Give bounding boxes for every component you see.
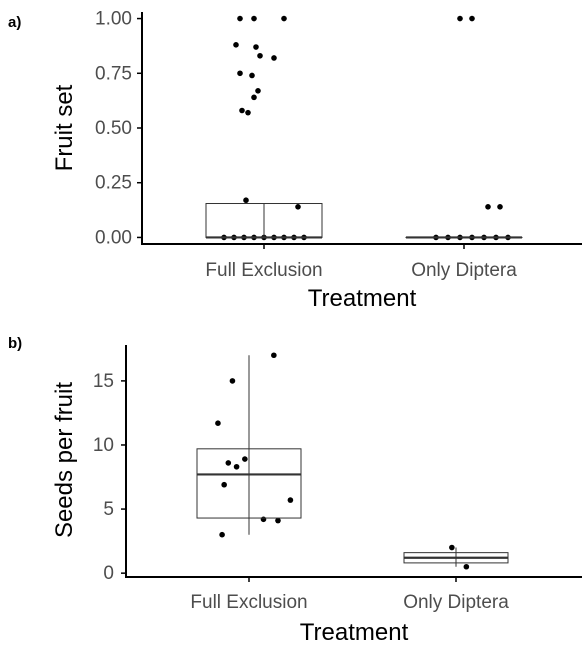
panel-a-points: [221, 16, 511, 240]
panel-a-y-ticks: 0.00 0.25 0.50 0.75 1.00: [95, 9, 142, 249]
data-point: [249, 73, 255, 79]
data-point: [245, 110, 251, 116]
x-tick-label: Only Diptera: [411, 260, 517, 281]
data-point: [239, 108, 245, 114]
y-tick-label: 0.50: [95, 118, 132, 139]
panel-b-points: [215, 352, 469, 569]
data-point: [226, 460, 232, 466]
panel-a-label: a): [8, 14, 21, 31]
y-tick-label: 0.25: [95, 173, 132, 194]
y-tick-label: 15: [93, 371, 114, 392]
y-tick-label: 10: [93, 435, 114, 456]
data-point: [233, 42, 239, 48]
panel-b-seeds-per-fruit: b) 0 5 10 15 Full Exclusion Only Diptera Tre…: [8, 335, 582, 643]
data-point: [288, 497, 294, 503]
data-point: [243, 197, 249, 203]
data-point: [469, 16, 475, 22]
data-point: [271, 55, 277, 61]
data-point: [253, 44, 259, 50]
data-point: [257, 53, 263, 59]
data-point: [251, 95, 257, 101]
panel-b-label: b): [8, 335, 22, 352]
data-point: [449, 545, 455, 551]
data-point: [485, 204, 491, 210]
y-tick-label: 1.00: [95, 9, 132, 30]
panel-b-y-axis-title: Seeds per fruit: [51, 382, 78, 538]
data-point: [275, 518, 281, 524]
data-point: [221, 482, 227, 488]
data-point: [242, 456, 248, 462]
x-tick-label: Full Exclusion: [205, 260, 322, 281]
panel-b-x-axis-title: Treatment: [300, 619, 409, 643]
data-point: [281, 16, 287, 22]
boxplot: [206, 204, 322, 238]
panel-b-y-ticks: 0 5 10 15: [93, 371, 126, 584]
data-point: [497, 204, 503, 210]
panel-a-boxes: [206, 204, 522, 238]
data-point: [457, 16, 463, 22]
data-point: [251, 16, 257, 22]
x-tick-label: Only Diptera: [403, 592, 509, 613]
data-point: [261, 517, 267, 523]
y-tick-label: 0.00: [95, 227, 132, 248]
data-point: [215, 420, 221, 426]
panel-a-y-axis-title: Fruit set: [51, 84, 78, 171]
data-point: [255, 88, 261, 94]
data-point: [271, 352, 277, 358]
panel-a-x-axis-title: Treatment: [308, 285, 417, 312]
x-tick-label: Full Exclusion: [190, 592, 307, 613]
data-point: [219, 532, 225, 538]
data-point: [237, 70, 243, 76]
y-tick-label: 0.75: [95, 63, 132, 84]
data-point: [230, 378, 236, 384]
data-point: [464, 564, 470, 570]
boxplot: [197, 355, 301, 534]
boxplot: [404, 548, 508, 567]
panel-b-x-ticks: Full Exclusion Only Diptera: [190, 577, 509, 613]
y-tick-label: 0: [103, 563, 114, 584]
panel-a-x-ticks: Full Exclusion Only Diptera: [205, 244, 517, 281]
data-point: [237, 16, 243, 22]
data-point: [234, 464, 240, 470]
panel-a-fruit-set: a) 0.00 0.25 0.50 0.75 1.00 Full Exclusion On…: [8, 9, 582, 312]
y-tick-label: 5: [103, 499, 114, 520]
data-point: [295, 204, 301, 210]
